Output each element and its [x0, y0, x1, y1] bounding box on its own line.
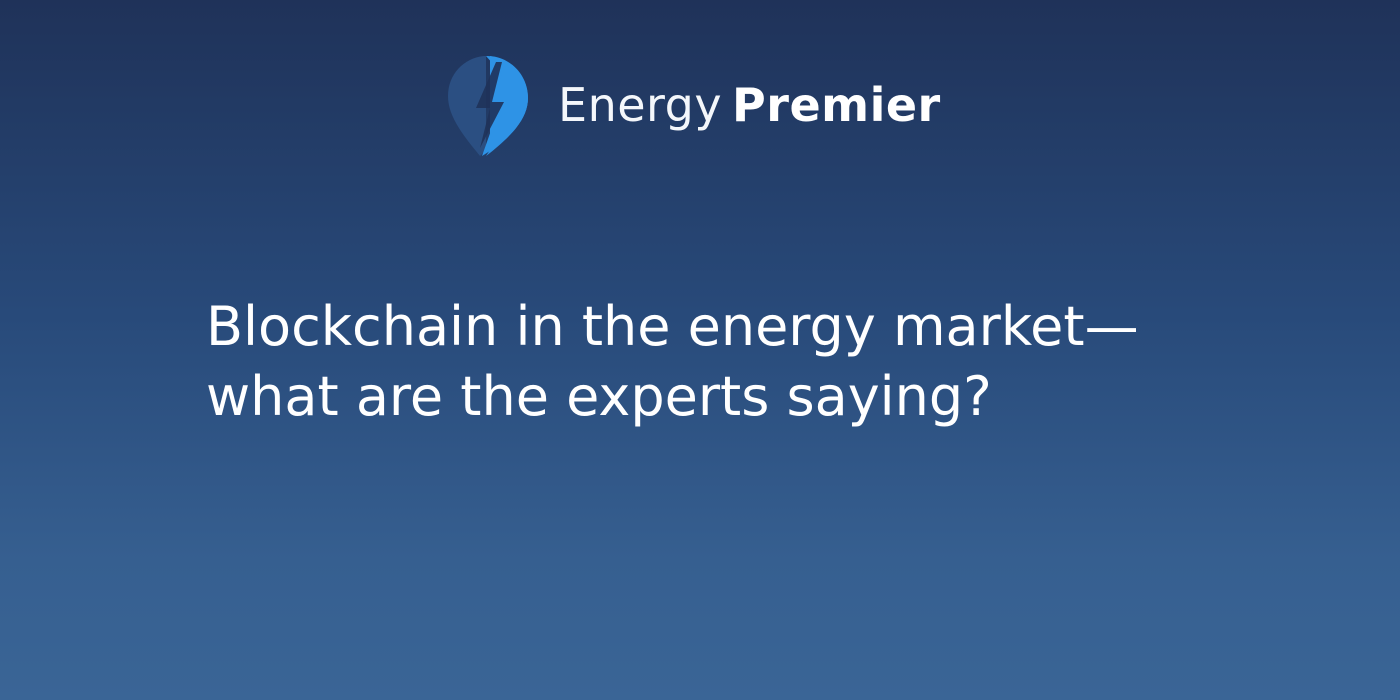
headline-line-1: Blockchain in the energy market— [206, 295, 1139, 358]
brand-word-energy: Energy [558, 78, 723, 132]
headline-line-2: what are the experts saying? [206, 365, 992, 428]
brand-word-premier: Premier [732, 78, 941, 132]
brand-name: Energy Premier [558, 82, 941, 128]
headline: Blockchain in the energy market— what ar… [206, 292, 1226, 432]
lightning-pin-icon [448, 56, 528, 156]
brand-logo[interactable]: Energy Premier [446, 52, 941, 158]
